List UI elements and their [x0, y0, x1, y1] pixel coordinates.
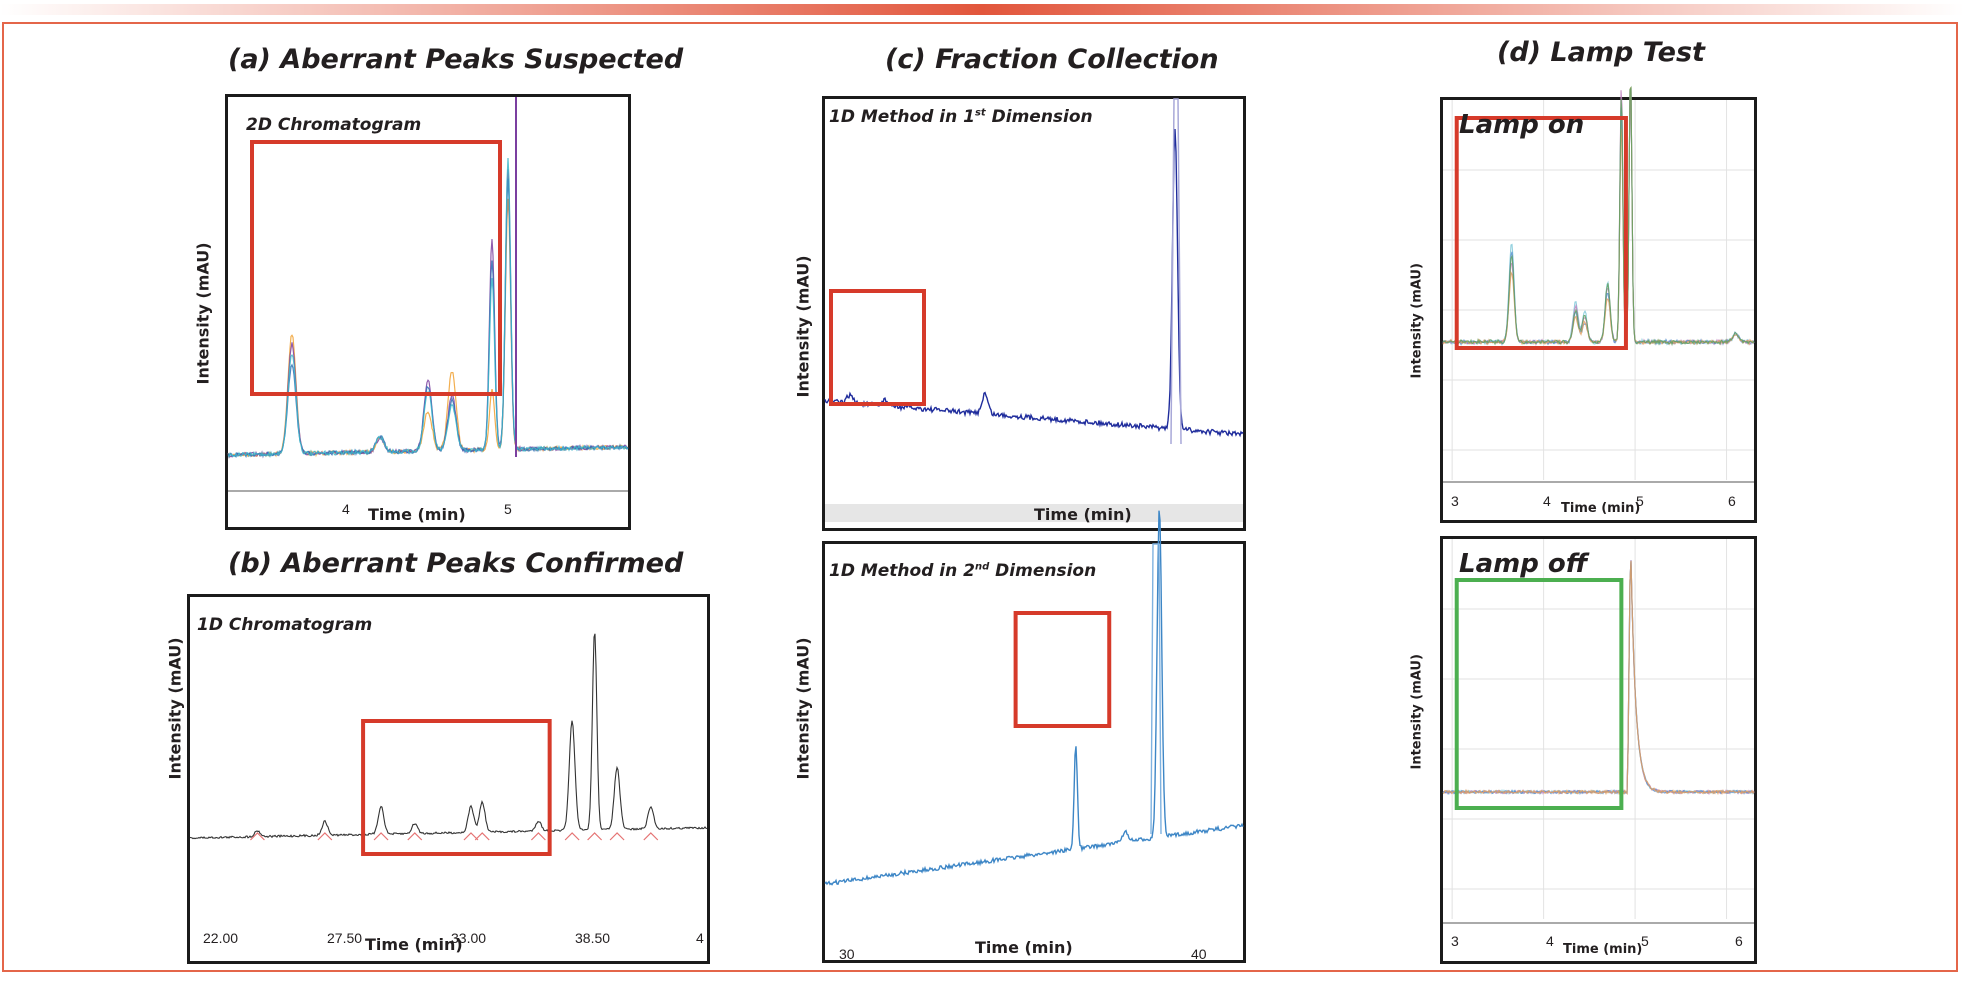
panel-label-c2-sup: nd — [974, 561, 990, 573]
tick-d1-1: 4 — [1543, 493, 1551, 509]
tick-b-1: 27.50 — [327, 930, 363, 946]
panel-label-c1: 1D Method in 1st Dimension — [829, 107, 1093, 127]
tick-d1-0: 3 — [1451, 493, 1459, 509]
panel-label-c1-sup: st — [974, 107, 986, 119]
ylabel-a: Intensity (mAU) — [193, 242, 213, 385]
xlabel-c1: Time (min) — [1034, 505, 1132, 524]
panel-a: 2D Chromatogram 4 5 Time (min) — [225, 94, 631, 530]
chart-a — [227, 97, 629, 492]
peak-marker-b-8 — [587, 832, 603, 841]
peak-marker-b-4 — [463, 832, 479, 841]
peak-marker-b-3 — [407, 832, 423, 841]
trace-d2-1 — [1442, 560, 1755, 796]
title-d: (d) Lamp Test — [1497, 37, 1705, 68]
panel-c2: 1D Method in 2nd Dimension 30 40 Time (m… — [822, 510, 1246, 963]
tick-d1-3: 6 — [1728, 493, 1736, 509]
ylabel-d2: Intensity (mAU) — [1409, 654, 1425, 770]
xlabel-d1: Time (min) — [1561, 501, 1641, 516]
trace-a-0 — [227, 198, 629, 459]
tick-d2-3: 6 — [1735, 933, 1743, 949]
tick-d2-1: 4 — [1546, 933, 1554, 949]
trace-d2-0 — [1442, 561, 1755, 795]
trace-d1-4 — [1442, 85, 1755, 347]
chart-c1 — [824, 98, 1244, 522]
highlight-box-d1 — [1454, 116, 1628, 350]
tick-a-0: 4 — [342, 501, 350, 517]
peak-marker-b-5 — [474, 832, 490, 841]
scrollbar-c1 — [825, 504, 1243, 522]
peak-c2-outline — [1150, 543, 1162, 835]
ylabel-d1: Intensity (mAU) — [1409, 263, 1425, 379]
peak-marker-b-1 — [317, 832, 333, 841]
chart-d1 — [1442, 85, 1755, 483]
chart-c2 — [824, 510, 1244, 886]
ylabel-c1: Intensity (mAU) — [793, 255, 813, 398]
peak-marker-b-9 — [609, 832, 625, 841]
highlight-box-d2 — [1454, 578, 1624, 810]
tick-d2-0: 3 — [1451, 933, 1459, 949]
ylabel-c2: Intensity (mAU) — [793, 637, 813, 780]
title-c: (c) Fraction Collection — [885, 44, 1219, 75]
tick-b-4: 4 — [696, 930, 704, 946]
tick-d1-2: 5 — [1636, 493, 1644, 509]
tick-d2-2: 5 — [1641, 933, 1649, 949]
trace-c2 — [824, 510, 1244, 886]
top-accent-bar — [0, 4, 1964, 15]
chart-b — [189, 633, 708, 856]
highlight-box-c1 — [829, 289, 926, 406]
highlight-box-c2 — [1013, 611, 1112, 728]
title-a: (a) Aberrant Peaks Suspected — [228, 44, 684, 75]
tick-b-3: 38.50 — [575, 930, 611, 946]
peak-marker-b-2 — [373, 832, 389, 841]
panel-label-b: 1D Chromatogram — [197, 615, 373, 635]
peak-marker-b-6 — [530, 832, 546, 841]
highlight-box-a — [250, 140, 502, 396]
title-b: (b) Aberrant Peaks Confirmed — [228, 548, 684, 579]
tick-b-2: 33.00 — [451, 930, 487, 946]
panel-label-c2-pre: 1D Method in 2 — [829, 561, 975, 581]
peak-marker-b-10 — [643, 832, 659, 841]
tick-a-1: 5 — [504, 501, 512, 517]
trace-a-1 — [227, 169, 629, 459]
panel-label-d2: Lamp off — [1459, 549, 1588, 579]
trace-d2-3 — [1442, 560, 1755, 796]
peak-marker-b-7 — [564, 832, 580, 841]
trace-d2-2 — [1443, 560, 1755, 796]
ylabel-b: Intensity (mAU) — [165, 637, 185, 780]
tick-b-0: 22.00 — [203, 930, 239, 946]
panel-label-c1-post: Dimension — [985, 107, 1093, 127]
panel-label-c1-pre: 1D Method in 1 — [829, 107, 975, 127]
xlabel-c2: Time (min) — [975, 938, 1073, 957]
trace-b — [189, 633, 708, 840]
panel-c1: 1D Method in 1st Dimension Time (min) — [822, 96, 1246, 531]
trace-a-2 — [227, 178, 629, 459]
chart-d2 — [1442, 539, 1755, 924]
panel-label-c2-post: Dimension — [989, 561, 1097, 581]
peak-c1-outline — [1170, 98, 1182, 445]
panel-b: 1D Chromatogram 22.00 27.50 33.00 38.50 … — [187, 594, 710, 964]
panel-d1: Lamp on 3 4 5 6 Time (min) — [1440, 85, 1757, 523]
panel-label-d1: Lamp on — [1459, 110, 1585, 140]
figure-frame — [2, 22, 1958, 972]
tick-c2-0: 30 — [839, 946, 855, 962]
xlabel-b: Time (min) — [365, 935, 463, 954]
panel-label-c2: 1D Method in 2nd Dimension — [829, 561, 1096, 581]
highlight-box-b — [361, 719, 552, 856]
xlabel-a: Time (min) — [368, 505, 466, 524]
panel-label-a: 2D Chromatogram — [246, 115, 422, 135]
xlabel-d2: Time (min) — [1563, 942, 1643, 957]
peak-marker-b-0 — [250, 832, 265, 841]
tick-c2-1: 40 — [1191, 946, 1207, 962]
panel-d2: Lamp off 3 4 5 6 Time (min) — [1440, 536, 1757, 964]
